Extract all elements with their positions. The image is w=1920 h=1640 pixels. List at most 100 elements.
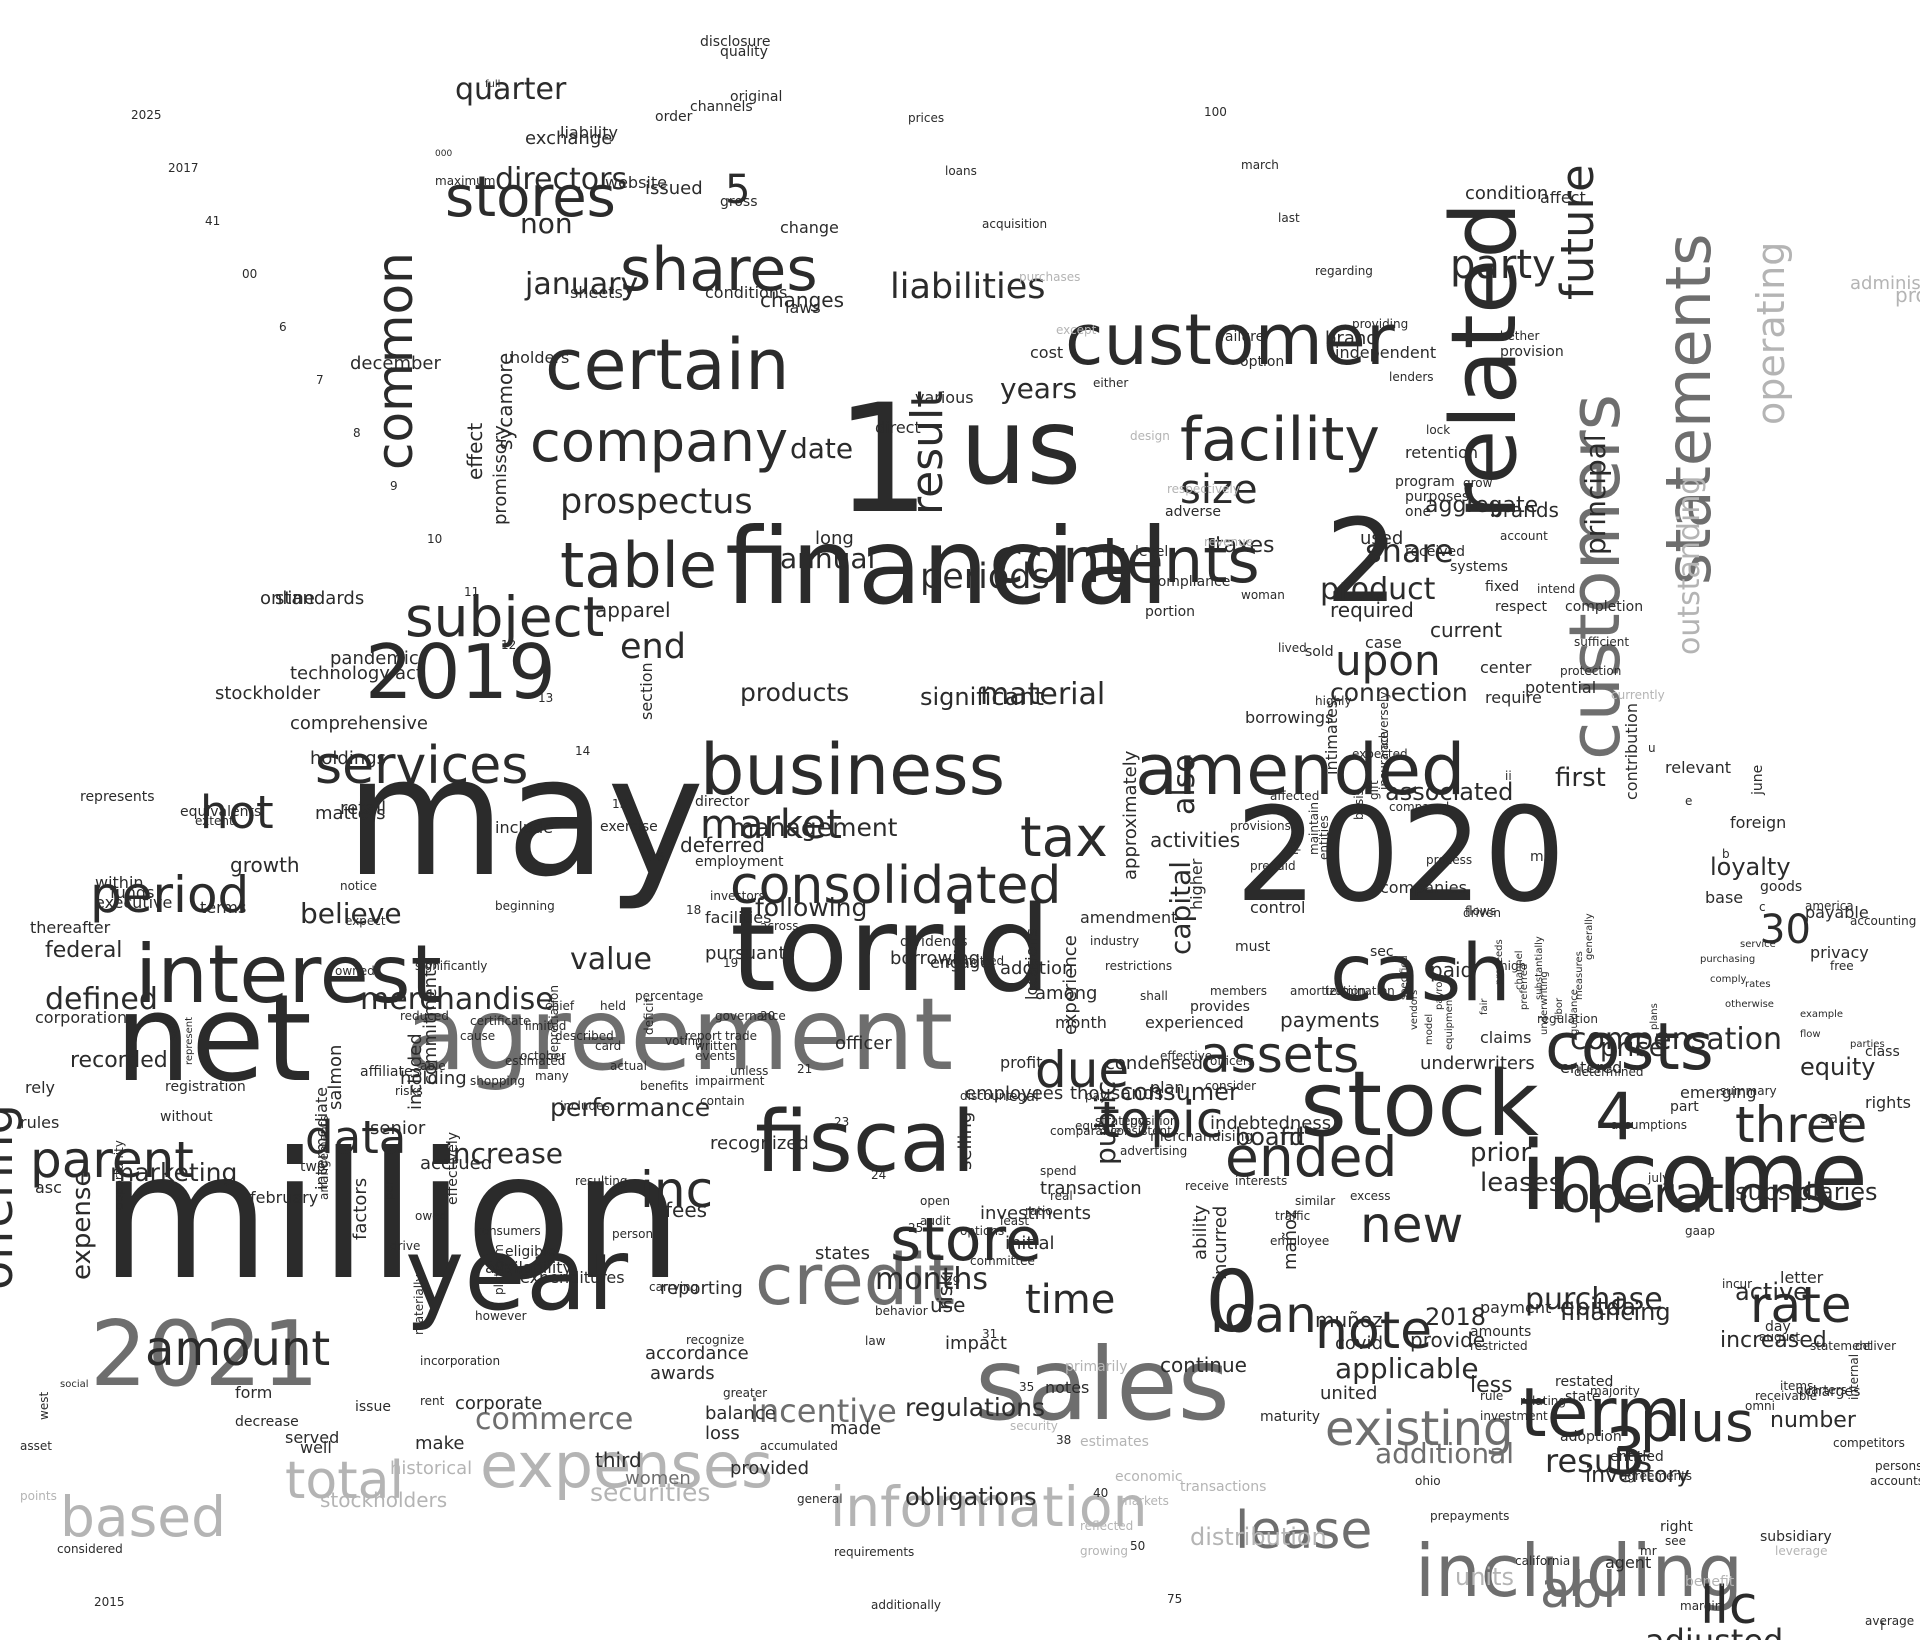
cloud-word: process	[1426, 853, 1473, 867]
cloud-word: expense	[67, 1170, 97, 1280]
cloud-word: able	[420, 1059, 446, 1073]
cloud-word: without	[160, 1109, 213, 1125]
cloud-word: services	[315, 736, 529, 796]
cloud-word: table	[560, 529, 718, 602]
cloud-word: units	[1455, 1563, 1515, 1591]
cloud-word: sales	[975, 1326, 1230, 1443]
cloud-word: risks	[395, 1084, 423, 1098]
cloud-word: senior	[370, 1118, 426, 1139]
cloud-word: entities	[1317, 815, 1331, 860]
cloud-word: months	[875, 1262, 988, 1297]
cloud-word: voting	[665, 1034, 703, 1048]
cloud-word: recorded	[70, 1048, 168, 1073]
cloud-word: markets	[1120, 1494, 1169, 1508]
cloud-word: pay	[1085, 1089, 1108, 1103]
cloud-word: issue	[355, 1399, 391, 1415]
cloud-word: estimated	[505, 1054, 566, 1068]
cloud-word: base	[1705, 888, 1744, 907]
cloud-word: potential	[1525, 678, 1597, 697]
cloud-word: federal	[45, 938, 123, 963]
cloud-word: benefits	[640, 1079, 689, 1093]
cloud-word: order	[655, 109, 693, 125]
cloud-word: card	[595, 1039, 622, 1053]
cloud-word: arrangements	[317, 1115, 331, 1200]
cloud-word: llc	[1700, 1576, 1758, 1636]
cloud-word: active	[1735, 1278, 1808, 1306]
cloud-word: members	[1210, 984, 1267, 998]
cloud-word: advertising	[1120, 1144, 1188, 1158]
cloud-word: distribution	[1190, 1523, 1327, 1551]
cloud-word: us	[960, 386, 1082, 508]
cloud-word: behavior	[875, 1304, 928, 1318]
cloud-word: ipo	[1287, 836, 1301, 855]
cloud-word: growth	[230, 853, 300, 877]
cloud-word: expect	[345, 914, 386, 928]
cloud-word: 19	[723, 956, 739, 970]
cloud-word: applicable	[1335, 1352, 1479, 1385]
cloud-word: years	[1000, 372, 1078, 405]
cloud-word: use	[930, 1293, 966, 1317]
cloud-word: rent	[420, 1394, 445, 1408]
cloud-word: inventory	[1585, 1463, 1690, 1488]
cloud-word: effect	[463, 422, 487, 480]
cloud-word: merchandise	[360, 982, 554, 1017]
cloud-word: employees	[965, 1083, 1064, 1104]
cloud-word: indebtedness	[1210, 1113, 1332, 1134]
cloud-word: disclosure	[700, 34, 771, 50]
cloud-word: companies	[1380, 878, 1467, 897]
cloud-word: generally	[1584, 913, 1595, 960]
cloud-word: percentage	[635, 989, 704, 1003]
cloud-word: due	[1035, 1041, 1130, 1099]
cloud-word: 000	[435, 149, 453, 159]
cloud-word: covid	[1335, 1333, 1383, 1354]
cloud-word: believe	[300, 897, 402, 930]
cloud-word: states	[815, 1243, 870, 1264]
cloud-word: consolidated	[730, 856, 1062, 916]
cloud-word: july	[1648, 1171, 1670, 1185]
cloud-word: facility	[1180, 405, 1380, 475]
cloud-word: benefit	[1685, 1574, 1735, 1590]
cloud-word: general	[797, 1492, 843, 1506]
cloud-word: legal	[1005, 1089, 1039, 1105]
cloud-word: thousands	[1070, 1083, 1164, 1104]
cloud-word: provision	[1500, 344, 1564, 360]
cloud-word: muñoz	[1315, 1308, 1383, 1332]
cloud-word: amount	[145, 1321, 331, 1377]
cloud-word: maturity	[1260, 1409, 1320, 1425]
cloud-word: within	[95, 873, 144, 892]
cloud-word: sufficient	[1574, 635, 1630, 649]
cloud-word: fixed	[1485, 579, 1520, 595]
cloud-word: one	[1405, 504, 1432, 520]
cloud-word: state	[1565, 1389, 1601, 1405]
cloud-word: based	[60, 1485, 227, 1549]
cloud-word: sold	[1305, 644, 1334, 660]
cloud-word: lease	[1235, 1501, 1373, 1561]
cloud-word: account	[1500, 529, 1548, 543]
cloud-word: matters	[315, 803, 386, 824]
cloud-word: california	[1515, 1554, 1571, 1568]
cloud-word: topic	[1100, 1091, 1224, 1149]
cloud-word: prior	[1470, 1138, 1532, 1168]
cloud-word: third	[595, 1448, 642, 1472]
cloud-word: position	[1130, 1114, 1178, 1128]
cloud-word: across	[760, 919, 799, 933]
cloud-word: considered	[57, 1542, 123, 1556]
cloud-word: owned	[335, 964, 375, 978]
cloud-word: march	[1241, 158, 1279, 172]
cloud-word: 29	[945, 1274, 961, 1288]
cloud-word: reflected	[1080, 1519, 1134, 1533]
cloud-word: accounts	[1870, 1474, 1920, 1488]
cloud-word: following	[755, 893, 868, 922]
cloud-word: income	[1520, 1122, 1868, 1232]
cloud-word: website	[605, 173, 667, 192]
cloud-word: 3	[1605, 1415, 1647, 1490]
cloud-word: least	[1000, 1214, 1030, 1228]
cloud-word: fees	[665, 1198, 708, 1222]
cloud-word: 35	[1019, 1380, 1035, 1394]
cloud-word: interests	[1235, 1174, 1288, 1188]
cloud-word: charges	[1805, 1384, 1861, 1400]
cloud-word: asc	[35, 1178, 62, 1197]
cloud-word: served	[285, 1428, 340, 1447]
cloud-word: real	[1050, 1189, 1073, 1203]
